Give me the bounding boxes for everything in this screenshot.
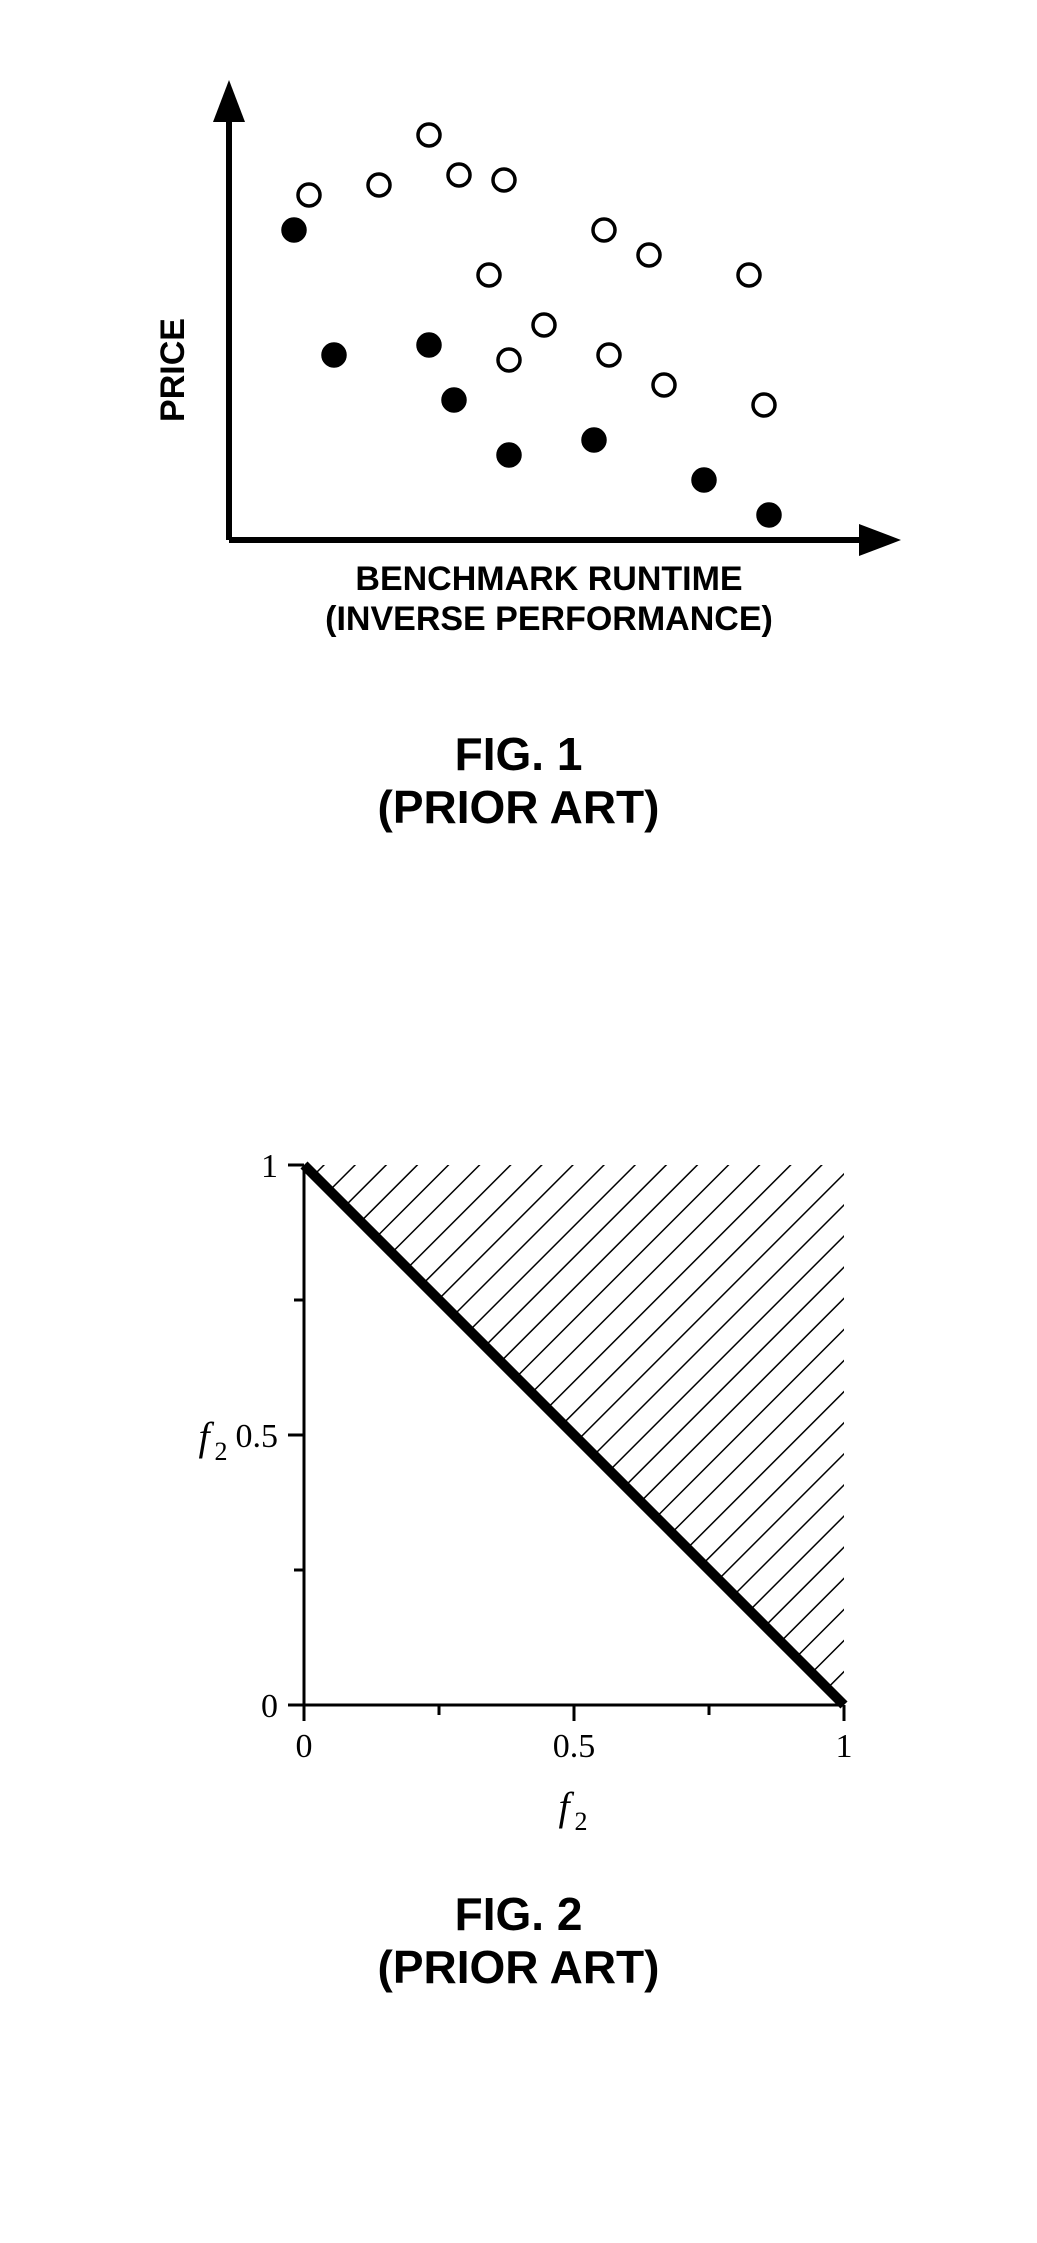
hollow-point	[753, 394, 775, 416]
tick-label: 0	[295, 1728, 312, 1765]
hollow-point	[738, 264, 760, 286]
figure-2-chart: 0 0.5 1 0 0.5 1 f 2 f 2	[109, 1130, 929, 1870]
hollow-point	[653, 374, 675, 396]
hollow-point	[638, 244, 660, 266]
figure-2-caption: FIG. 2 (PRIOR ART)	[0, 1888, 1037, 1994]
x-axis-var-label: f 2	[558, 1784, 587, 1836]
svg-text:2: 2	[574, 1807, 587, 1836]
figure-2-block: 0 0.5 1 0 0.5 1 f 2 f 2 FIG. 2 (PRIOR ART)	[0, 1130, 1037, 1994]
axes	[213, 80, 901, 556]
filled-point	[443, 389, 465, 411]
hollow-point	[598, 344, 620, 366]
hollow-point	[418, 124, 440, 146]
tick-label: 0	[261, 1688, 278, 1725]
hollow-point	[493, 169, 515, 191]
filled-point	[323, 344, 345, 366]
tick-label: 1	[835, 1728, 852, 1765]
svg-text:2: 2	[214, 1437, 227, 1466]
caption-line1: FIG. 1	[0, 728, 1037, 781]
y-axis-var-label: f 2	[198, 1414, 227, 1466]
filled-point	[583, 429, 605, 451]
filled-point	[283, 219, 305, 241]
filled-point	[693, 469, 715, 491]
hollow-point	[593, 219, 615, 241]
figure-1-block: PRICE BENCHMARK RUNTIME (INVERSE PERFORM…	[0, 50, 1037, 834]
hollow-point	[478, 264, 500, 286]
caption-line2: (PRIOR ART)	[0, 1941, 1037, 1994]
hollow-point	[368, 174, 390, 196]
hollow-point	[298, 184, 320, 206]
hollow-point	[533, 314, 555, 336]
x-axis-label-line2: (INVERSE PERFORMANCE)	[325, 600, 773, 638]
filled-point	[418, 334, 440, 356]
tick-label: 1	[261, 1148, 278, 1185]
filled-point	[498, 444, 520, 466]
hollow-point	[448, 164, 470, 186]
svg-text:f: f	[198, 1414, 214, 1459]
tick-label: 0.5	[235, 1418, 278, 1455]
caption-line1: FIG. 2	[0, 1888, 1037, 1941]
svg-text:f: f	[558, 1784, 574, 1829]
figure-1-caption: FIG. 1 (PRIOR ART)	[0, 728, 1037, 834]
hollow-point	[498, 349, 520, 371]
filled-point	[758, 504, 780, 526]
tick-label: 0.5	[552, 1728, 595, 1765]
x-axis-label-line1: BENCHMARK RUNTIME	[355, 560, 742, 598]
figure-1-chart: PRICE BENCHMARK RUNTIME (INVERSE PERFORM…	[109, 50, 929, 710]
scatter-points	[283, 124, 780, 526]
caption-line2: (PRIOR ART)	[0, 781, 1037, 834]
y-axis-label: PRICE	[154, 318, 192, 422]
